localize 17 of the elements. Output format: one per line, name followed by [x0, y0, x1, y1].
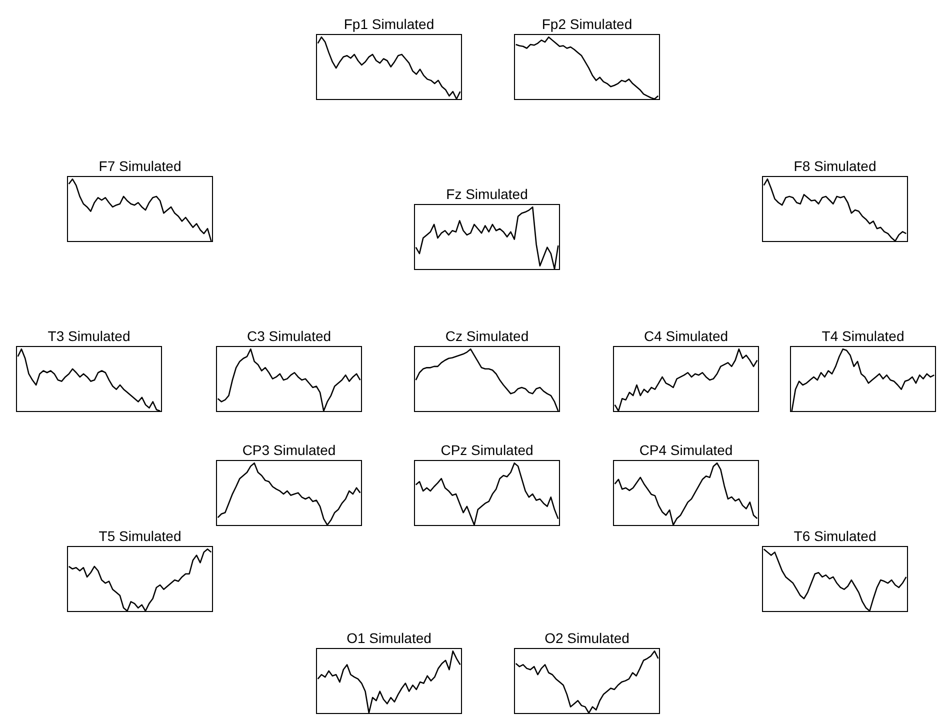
chart-title: F8 Simulated [794, 158, 876, 174]
chart-title: F7 Simulated [98, 158, 182, 174]
chart-title: T6 Simulated [794, 528, 876, 544]
chart-title: T4 Simulated [822, 328, 904, 344]
chart-title: Cz Simulated [445, 328, 529, 344]
chart-title: C4 Simulated [644, 328, 728, 344]
chart-title: T5 Simulated [98, 528, 182, 544]
chart-title: CP3 Simulated [242, 442, 336, 458]
chart-title: Fp1 Simulated [344, 16, 434, 32]
chart-title: Fz Simulated [446, 186, 528, 202]
chart-title: Fp2 Simulated [542, 16, 632, 32]
chart-title: CP4 Simulated [639, 442, 733, 458]
chart-title: CPz Simulated [440, 442, 534, 458]
chart-title: C3 Simulated [246, 328, 332, 344]
chart-title: O1 Simulated [346, 630, 432, 646]
chart-title: T3 Simulated [48, 328, 130, 344]
chart-title: O2 Simulated [544, 630, 630, 646]
